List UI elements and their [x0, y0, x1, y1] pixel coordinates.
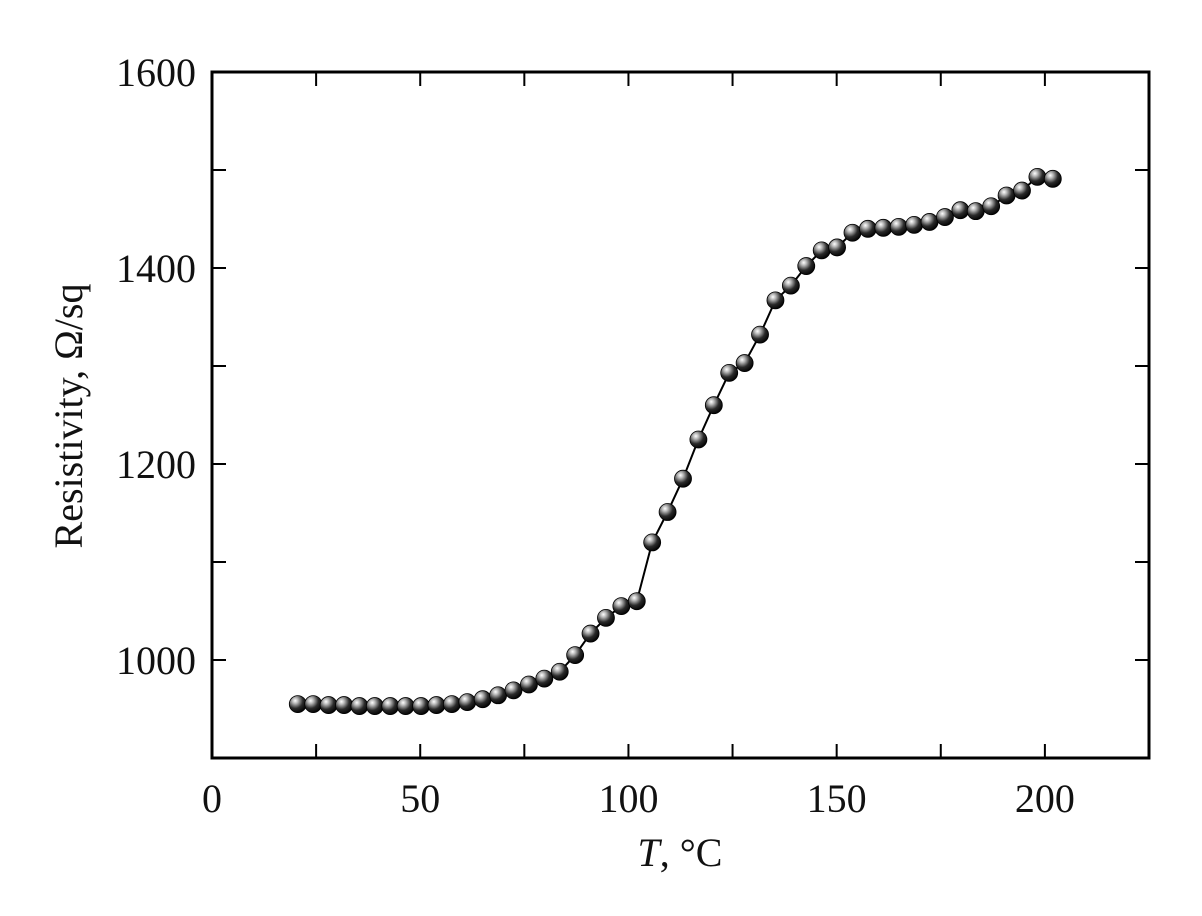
data-point — [920, 213, 939, 231]
x-tick-label: 200 — [1015, 776, 1075, 821]
data-point — [997, 186, 1016, 205]
data-point — [597, 608, 615, 627]
data-point — [350, 697, 369, 715]
data-point — [643, 533, 662, 552]
x-tick-label: 50 — [400, 776, 440, 821]
data-point — [658, 503, 677, 521]
data-point — [627, 592, 646, 611]
data-point — [504, 681, 523, 700]
data-point — [473, 690, 492, 709]
plot-frame — [210, 70, 1151, 760]
data-point — [936, 208, 954, 226]
x-axis-title-unit: , °C — [660, 830, 723, 875]
data-point — [412, 697, 430, 715]
data-point — [781, 276, 800, 295]
data-point — [1013, 181, 1031, 200]
x-axis-title-symbol: T — [638, 830, 663, 875]
axis-ticks: 0 50 100 150 200 1000 1200 1400 1600 — [116, 50, 1150, 821]
data-point — [288, 695, 307, 713]
data-point — [797, 257, 816, 275]
x-axis-title: T, °C — [638, 830, 723, 875]
data-point — [1028, 167, 1047, 186]
data-point — [581, 624, 600, 643]
data-point — [304, 695, 323, 713]
y-axis-title: Resistivity, Ω/sq — [46, 284, 91, 549]
data-point — [396, 697, 415, 715]
data-point — [535, 669, 554, 688]
data-series — [288, 167, 1062, 715]
data-point — [812, 241, 831, 260]
data-point — [982, 197, 1001, 216]
data-point — [442, 695, 461, 713]
data-point — [828, 238, 846, 257]
data-point — [612, 597, 631, 615]
data-point — [905, 215, 924, 234]
y-tick-label: 1400 — [116, 246, 196, 291]
data-point — [766, 291, 785, 310]
data-point — [458, 693, 477, 712]
data-point — [951, 201, 970, 220]
data-point — [489, 686, 507, 705]
data-point — [381, 697, 400, 715]
x-tick-label: 0 — [202, 776, 222, 821]
data-point — [966, 202, 985, 221]
data-point — [874, 218, 893, 237]
data-point — [720, 363, 739, 382]
data-point — [889, 217, 908, 236]
data-point — [520, 675, 538, 694]
data-point — [751, 325, 769, 344]
data-point — [566, 646, 585, 664]
data-point — [365, 697, 384, 715]
data-point — [1043, 169, 1062, 188]
x-tick-label: 100 — [598, 776, 658, 821]
data-point — [319, 696, 338, 714]
data-point — [735, 354, 754, 372]
data-point — [427, 696, 446, 714]
series-line — [297, 175, 1053, 708]
data-point — [843, 223, 862, 242]
data-point — [689, 430, 708, 449]
data-point — [859, 219, 877, 238]
y-tick-label: 1200 — [116, 442, 196, 487]
data-point — [674, 469, 692, 488]
data-point — [550, 662, 569, 681]
data-point — [335, 696, 353, 714]
data-point — [704, 396, 723, 415]
y-tick-label: 1000 — [116, 638, 196, 683]
x-tick-label: 150 — [807, 776, 867, 821]
y-tick-label: 1600 — [116, 50, 196, 95]
